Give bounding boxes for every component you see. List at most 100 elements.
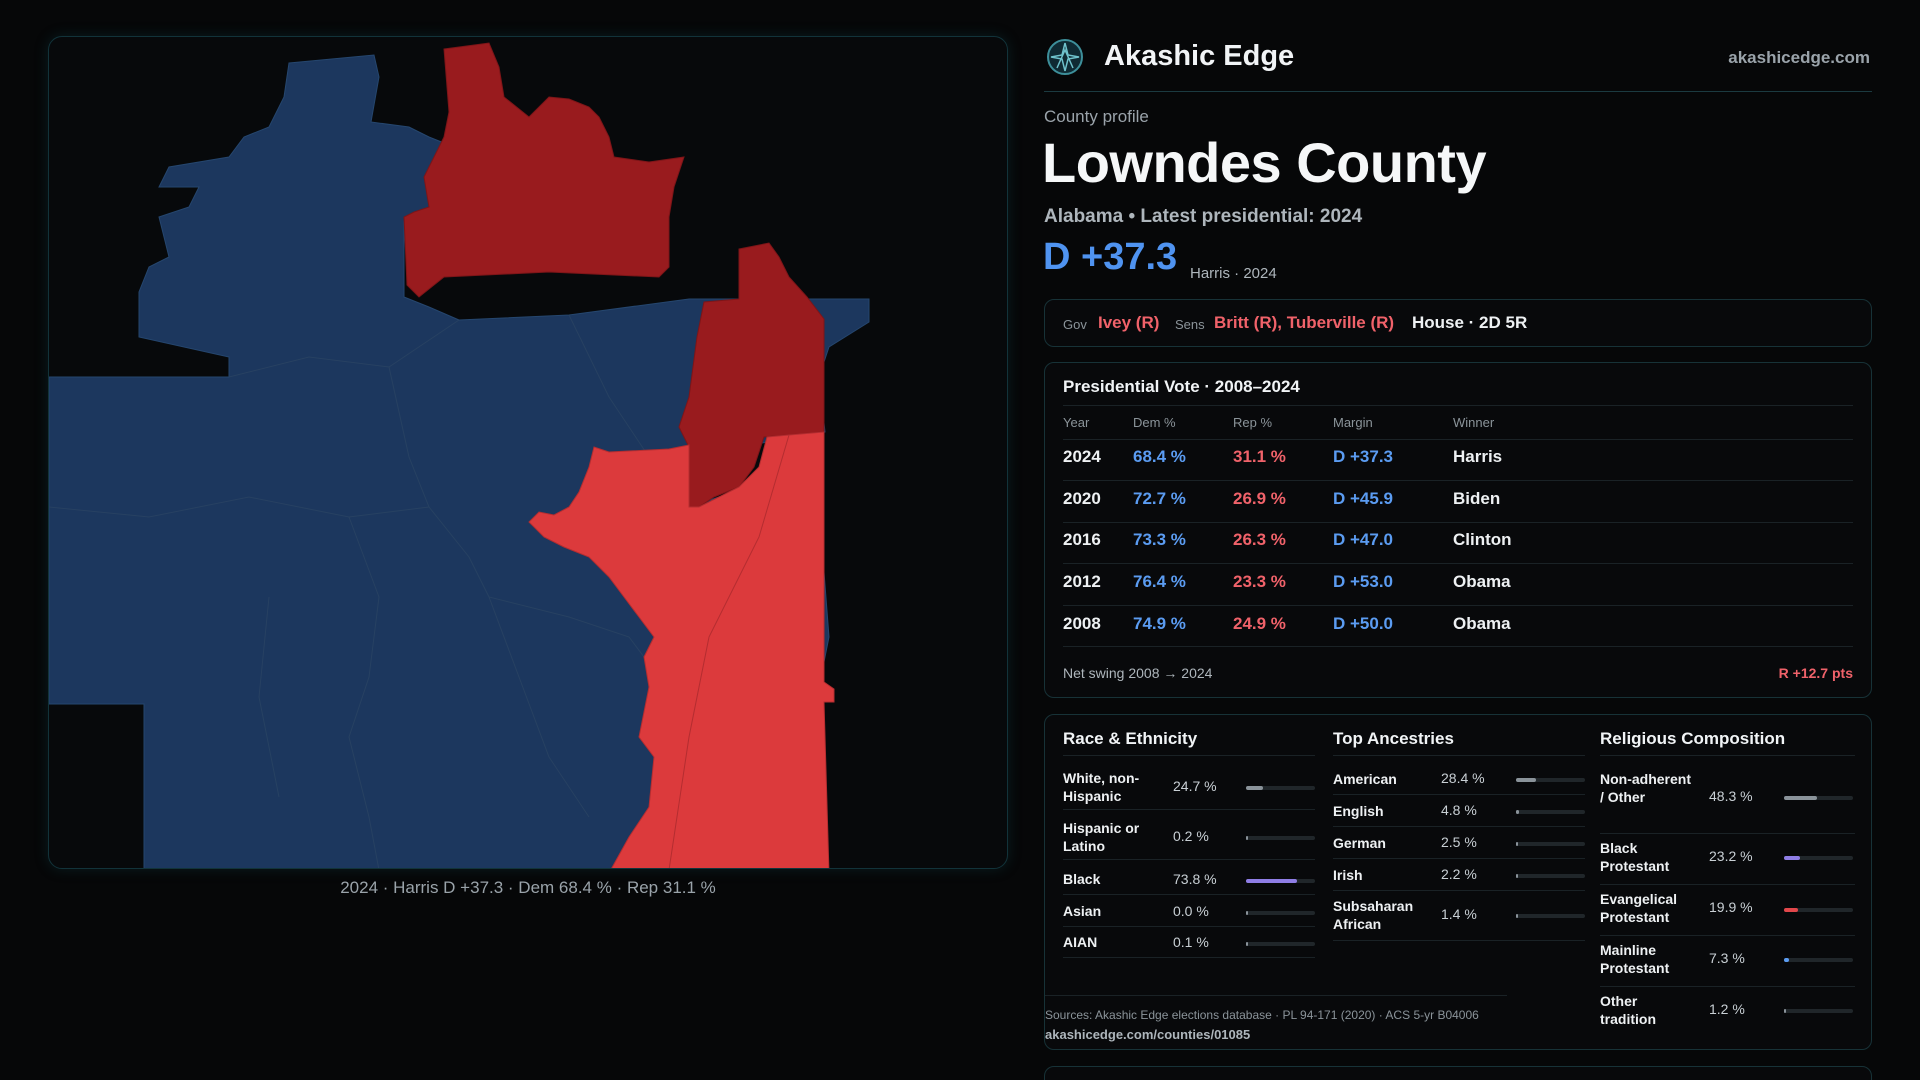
religion-bar [1784,958,1789,962]
ancestry-label: Subsaharan African [1333,898,1414,932]
demographics-card: Race & Ethnicity White, non-Hispanic 24.… [1044,714,1872,1050]
ancestry-bar [1516,778,1536,782]
divider [1600,986,1855,987]
county-map[interactable] [48,36,1008,869]
net-swing-value: R +12.7 pts [1778,665,1853,681]
divider [1063,563,1853,564]
religion-bar-track [1784,958,1853,962]
race-value: 0.2 % [1173,828,1209,844]
divider [1063,755,1315,756]
divider [1063,809,1315,810]
precinct-rep-north[interactable] [403,42,685,298]
religion-bar-track [1784,856,1853,860]
latest-margin: D +37.3 [1043,236,1178,278]
eyebrow: County profile [1044,107,1149,126]
race-value: 24.7 % [1173,778,1217,794]
ancestry-value: 2.2 % [1441,866,1477,882]
race-value: 73.8 % [1173,871,1217,887]
religion-label: Non-adherent / Other [1600,771,1691,805]
ancestry-bar [1516,842,1518,846]
race-bar [1246,836,1248,840]
next-card [1044,1066,1872,1080]
row-margin: D +45.9 [1333,489,1394,508]
officials-card: Gov Ivey (R) Sens Britt (R), Tuberville … [1044,299,1872,347]
precinct-divider [668,434,790,868]
religion-value: 7.3 % [1709,950,1745,966]
compass-star-icon[interactable] [1046,38,1084,76]
page-title: Lowndes County [1042,131,1487,194]
header: Akashic Edge akashicedge.com [1044,36,1872,92]
religion-label: Mainline Protestant [1600,942,1670,976]
sources-text: Sources: Akashic Edge elections database… [1045,1008,1479,1022]
religion-value: 48.3 % [1709,788,1753,804]
race-bar [1246,879,1297,883]
col-header-margin: Margin [1333,415,1373,430]
divider [1063,859,1315,860]
latest-margin-caption: Harris · 2024 [1190,265,1277,282]
sens-value: Britt (R), Tuberville (R) [1214,313,1395,332]
gov-label: Gov [1063,317,1087,332]
divider [1333,940,1585,941]
ancestry-bar-track [1516,842,1585,846]
ancestry-bar-track [1516,778,1585,782]
divider [1333,858,1585,859]
race-bar-track [1246,786,1315,790]
row-margin: D +37.3 [1333,447,1394,466]
row-winner: Clinton [1453,530,1512,549]
religion-bar [1784,1009,1786,1013]
precinct-rep-lean[interactable] [528,431,835,869]
race-label: Hispanic or Latino [1063,820,1140,854]
row-winner: Obama [1453,614,1511,633]
gov-value: Ivey (R) [1098,313,1160,332]
divider [1600,755,1855,756]
net-swing-label: Net swing 2008 → 2024 [1063,665,1213,681]
row-year: 2024 [1063,447,1101,466]
race-title: Race & Ethnicity [1063,729,1198,748]
race-bar [1246,911,1248,915]
source-link[interactable]: akashicedge.com/counties/01085 [1045,1027,1251,1042]
divider [1063,894,1315,895]
divider [1063,646,1853,647]
house-value: House · 2D 5R [1412,313,1528,332]
row-rep: 26.3 % [1233,530,1286,549]
divider [1063,480,1853,481]
ancestry-value: 28.4 % [1441,770,1485,786]
divider [1600,833,1855,834]
race-value: 0.1 % [1173,934,1209,950]
religion-value: 1.2 % [1709,1001,1745,1017]
race-bar [1246,942,1248,946]
religion-label: Black Protestant [1600,840,1670,874]
race-bar-track [1246,836,1315,840]
ancestry-value: 1.4 % [1441,906,1477,922]
religion-bar-track [1784,1009,1853,1013]
ancestry-bar [1516,914,1518,918]
map-caption: 2024 · Harris D +37.3 · Dem 68.4 % · Rep… [340,878,716,897]
race-bar-track [1246,942,1315,946]
religion-bar [1784,856,1800,860]
row-year: 2012 [1063,572,1101,591]
site-link[interactable]: akashicedge.com [1728,48,1870,67]
religion-bar-track [1784,796,1853,800]
divider [1333,826,1585,827]
divider [1063,605,1853,606]
divider [1600,935,1855,936]
row-margin: D +50.0 [1333,614,1394,633]
ancestry-value: 2.5 % [1441,834,1477,850]
divider [1333,794,1585,795]
map-svg [49,42,870,869]
row-dem: 68.4 % [1133,447,1186,466]
presidential-title: Presidential Vote · 2008–2024 [1063,377,1300,396]
race-label: Black [1063,871,1101,887]
ancestry-label: German [1333,835,1386,851]
race-bar-track [1246,879,1315,883]
state-subline: Alabama • Latest presidential: 2024 [1044,206,1363,227]
row-rep: 26.9 % [1233,489,1286,508]
row-margin: D +53.0 [1333,572,1394,591]
row-year: 2020 [1063,489,1101,508]
row-winner: Harris [1453,447,1503,466]
ancestry-bar-track [1516,874,1585,878]
race-value: 0.0 % [1173,903,1209,919]
row-rep: 23.3 % [1233,572,1286,591]
brand-name[interactable]: Akashic Edge [1104,40,1295,72]
